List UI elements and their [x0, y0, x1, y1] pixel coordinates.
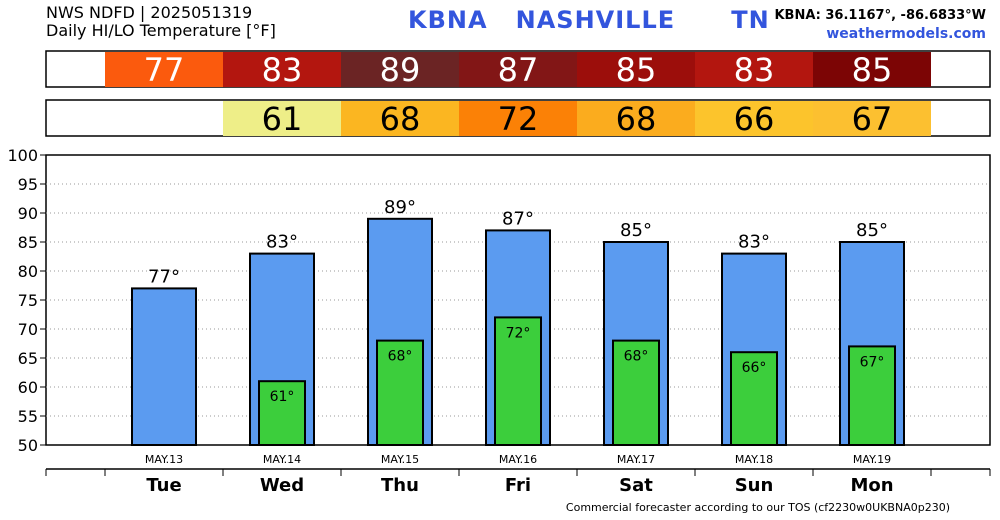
low-bar — [376, 339, 424, 447]
high-cell — [813, 52, 931, 87]
low-cell — [577, 101, 695, 136]
low-bar-label: 72° — [506, 325, 531, 341]
low-bar — [730, 351, 778, 447]
y-tick-label: 65 — [18, 349, 38, 368]
high-cell — [105, 52, 223, 87]
high-cell — [577, 52, 695, 87]
day-label: Tue — [146, 475, 181, 496]
low-bar — [848, 345, 896, 446]
y-tick-label: 95 — [18, 175, 38, 194]
site-link[interactable]: weathermodels.com — [826, 26, 986, 42]
high-bar-label: 77° — [148, 266, 180, 287]
high-bar-label: 87° — [502, 208, 534, 229]
date-label: MAY.13 — [145, 453, 183, 466]
station-coords: KBNA: 36.1167°, -86.6833°W — [774, 8, 986, 23]
high-cell — [695, 52, 813, 87]
low-cell-value: 66 — [734, 100, 775, 138]
low-cell-value: 68 — [616, 100, 657, 138]
low-cell — [459, 101, 577, 136]
high-cell-value: 83 — [262, 51, 303, 89]
high-cell — [223, 52, 341, 87]
high-bar-label: 83° — [266, 232, 298, 253]
y-tick-label: 80 — [18, 262, 38, 281]
high-cell — [341, 52, 459, 87]
y-tick-label: 85 — [18, 233, 38, 252]
date-label: MAY.17 — [617, 453, 655, 466]
header-right: KBNA: 36.1167°, -86.6833°W weathermodels… — [774, 6, 986, 44]
date-label: MAY.14 — [263, 453, 301, 466]
low-cell — [223, 101, 341, 136]
high-cell-value: 85 — [852, 51, 893, 89]
high-bar — [131, 287, 197, 446]
low-cell — [341, 101, 459, 136]
product-line: NWS NDFD | 2025051319 — [46, 3, 253, 22]
y-tick-label: 60 — [18, 378, 38, 397]
low-cell-value: 68 — [380, 100, 421, 138]
day-label: Sat — [619, 475, 653, 496]
footer-note: Commercial forecaster according to our T… — [565, 501, 950, 514]
high-cell-value: 85 — [616, 51, 657, 89]
y-tick-label: 55 — [18, 407, 38, 426]
low-cell-value: 61 — [262, 100, 303, 138]
low-bar-label: 67° — [860, 354, 885, 370]
high-cell-value: 89 — [380, 51, 421, 89]
low-bar-label: 61° — [270, 389, 295, 405]
y-tick-label: 90 — [18, 204, 38, 223]
station-title: KBNA NASHVILLE TN — [408, 6, 770, 34]
date-label: MAY.18 — [735, 453, 773, 466]
day-label: Fri — [505, 475, 531, 496]
date-label: MAY.15 — [381, 453, 419, 466]
day-label: Sun — [735, 475, 774, 496]
low-bar — [258, 380, 306, 447]
y-tick-label: 70 — [18, 320, 38, 339]
low-bar — [612, 339, 660, 447]
low-cell — [813, 101, 931, 136]
low-cell — [695, 101, 813, 136]
high-bar-label: 83° — [738, 232, 770, 253]
date-label: MAY.16 — [499, 453, 537, 466]
day-label: Mon — [850, 475, 893, 496]
high-cell-value: 77 — [144, 51, 185, 89]
low-cell-value: 67 — [852, 100, 893, 138]
header-info: NWS NDFD | 2025051319 Daily HI/LO Temper… — [46, 4, 276, 40]
high-cell — [459, 52, 577, 87]
high-bar-label: 85° — [856, 220, 888, 241]
low-bar-label: 66° — [742, 360, 767, 376]
high-cell-value: 87 — [498, 51, 539, 89]
low-bar-label: 68° — [624, 349, 649, 365]
y-tick-label: 100 — [7, 146, 38, 165]
low-bar — [494, 316, 542, 446]
date-label: MAY.19 — [853, 453, 891, 466]
high-cell-value: 83 — [734, 51, 775, 89]
y-tick-label: 50 — [18, 436, 38, 455]
chart-subtitle: Daily HI/LO Temperature [°F] — [46, 21, 276, 40]
day-label: Thu — [381, 475, 419, 496]
low-bar-label: 68° — [388, 349, 413, 365]
y-tick-label: 75 — [18, 291, 38, 310]
high-bar-label: 89° — [384, 197, 416, 218]
day-label: Wed — [260, 475, 304, 496]
low-cell-value: 72 — [498, 100, 539, 138]
high-bar-label: 85° — [620, 220, 652, 241]
